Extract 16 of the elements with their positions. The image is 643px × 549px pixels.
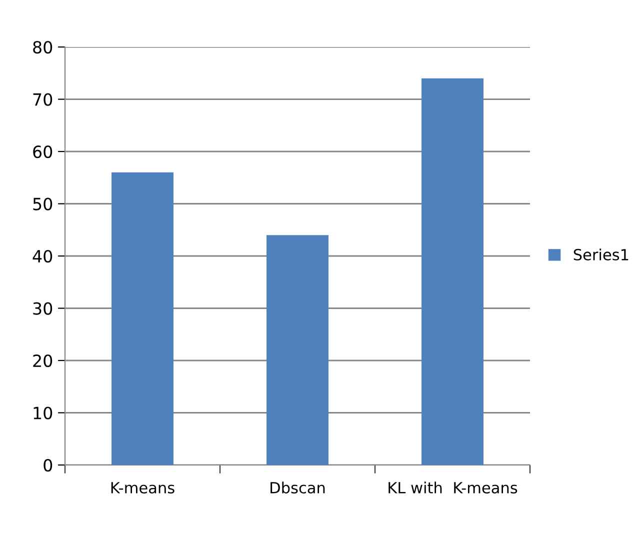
- y-tick-label: 80: [33, 40, 52, 54]
- y-tick-label: 10: [34, 406, 52, 420]
- y-tick-label: 50: [33, 198, 52, 210]
- y-tick-label: 30: [33, 302, 52, 315]
- bar: [266, 235, 328, 465]
- bar: [112, 172, 174, 465]
- bar: [422, 78, 484, 465]
- y-tick-label: 70: [33, 93, 52, 106]
- y-tick-label: 40: [32, 250, 52, 263]
- y-tick-label: 0: [44, 458, 52, 472]
- y-tick-label: 20: [33, 354, 52, 368]
- y-tick-label: 60: [33, 145, 52, 158]
- x-tick-label: KL with K-means: [388, 482, 518, 494]
- x-tick-label: Dbscan: [270, 482, 325, 494]
- x-tick-label: K-means: [111, 482, 174, 494]
- legend-label: Series1: [574, 248, 628, 260]
